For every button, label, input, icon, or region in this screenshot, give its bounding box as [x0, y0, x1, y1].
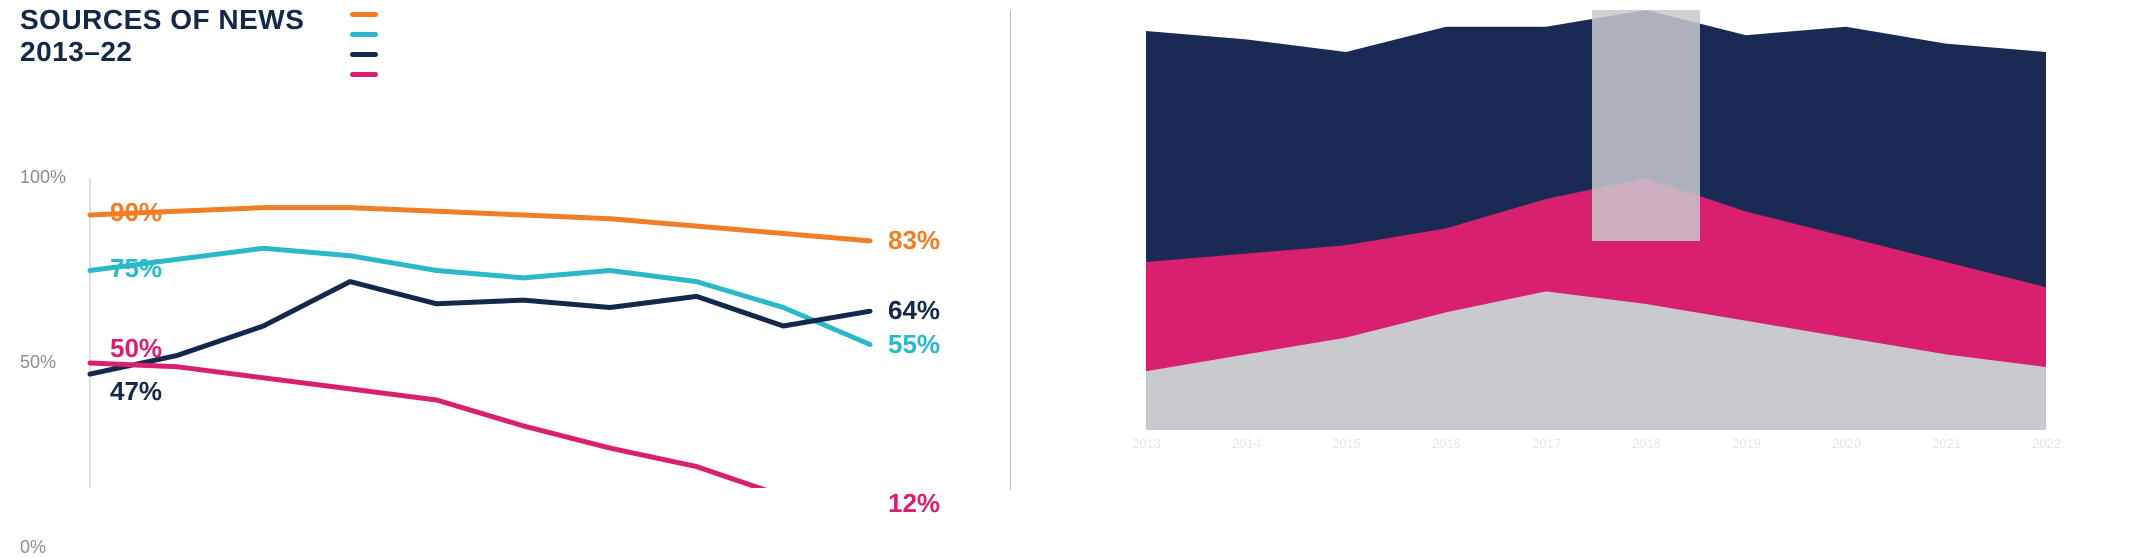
line-series-magenta	[90, 363, 870, 488]
legend-dash-icon	[350, 52, 378, 57]
start-label-series-orange: 90%	[110, 197, 162, 228]
x-label: 2018	[1632, 436, 1661, 451]
chart-title-line1: SOURCES OF NEWS	[20, 4, 980, 36]
left-chart: 0%50%100%90%75%47%50%83%55%64%12%	[20, 68, 980, 493]
start-label-series-cyan: 75%	[110, 253, 162, 284]
y-tick-label: 50%	[20, 352, 56, 373]
line-series-cyan	[90, 248, 870, 344]
left-chart-svg	[20, 68, 1020, 488]
line-series-orange	[90, 208, 870, 241]
start-label-series-magenta: 50%	[110, 333, 162, 364]
legend-dash-icon	[350, 32, 378, 37]
x-label: 2019	[1732, 436, 1761, 451]
legend-dash-icon	[350, 12, 378, 17]
x-label: 2022	[2032, 436, 2061, 451]
right-chart: 2013 2014 2015 2016 2017 2018 2019 2020 2021 2022	[1066, 0, 2071, 475]
x-label: 2013	[1132, 436, 1161, 451]
x-label: 2017	[1532, 436, 1561, 451]
legend-item-series-cyan	[350, 26, 386, 42]
start-label-series-navy: 47%	[110, 376, 162, 407]
y-tick-label: 100%	[20, 167, 66, 188]
right-panel: 2013 2014 2015 2016 2017 2018 2019 2020 2021 2022	[1011, 0, 2071, 502]
x-label: 2020	[1832, 436, 1861, 451]
left-panel: SOURCES OF NEWS 2013–22 0%50%100%90%75%4…	[0, 0, 1010, 502]
x-label: 2015	[1332, 436, 1361, 451]
center-notch	[1592, 10, 1700, 241]
legend-item-series-orange	[350, 6, 386, 22]
end-label-series-orange: 83%	[888, 225, 940, 256]
y-tick-label: 0%	[20, 537, 46, 558]
x-label: 2016	[1432, 436, 1461, 451]
legend-item-series-navy	[350, 46, 386, 62]
chart-title-line2: 2013–22	[20, 36, 980, 68]
page: SOURCES OF NEWS 2013–22 0%50%100%90%75%4…	[0, 0, 2129, 502]
end-label-series-navy: 64%	[888, 295, 940, 326]
end-label-series-cyan: 55%	[888, 329, 940, 360]
x-label: 2014	[1232, 436, 1261, 451]
line-series-navy	[90, 282, 870, 375]
x-label: 2021	[1932, 436, 1961, 451]
end-label-series-magenta: 12%	[888, 488, 940, 519]
right-chart-svg	[1066, 0, 2106, 470]
